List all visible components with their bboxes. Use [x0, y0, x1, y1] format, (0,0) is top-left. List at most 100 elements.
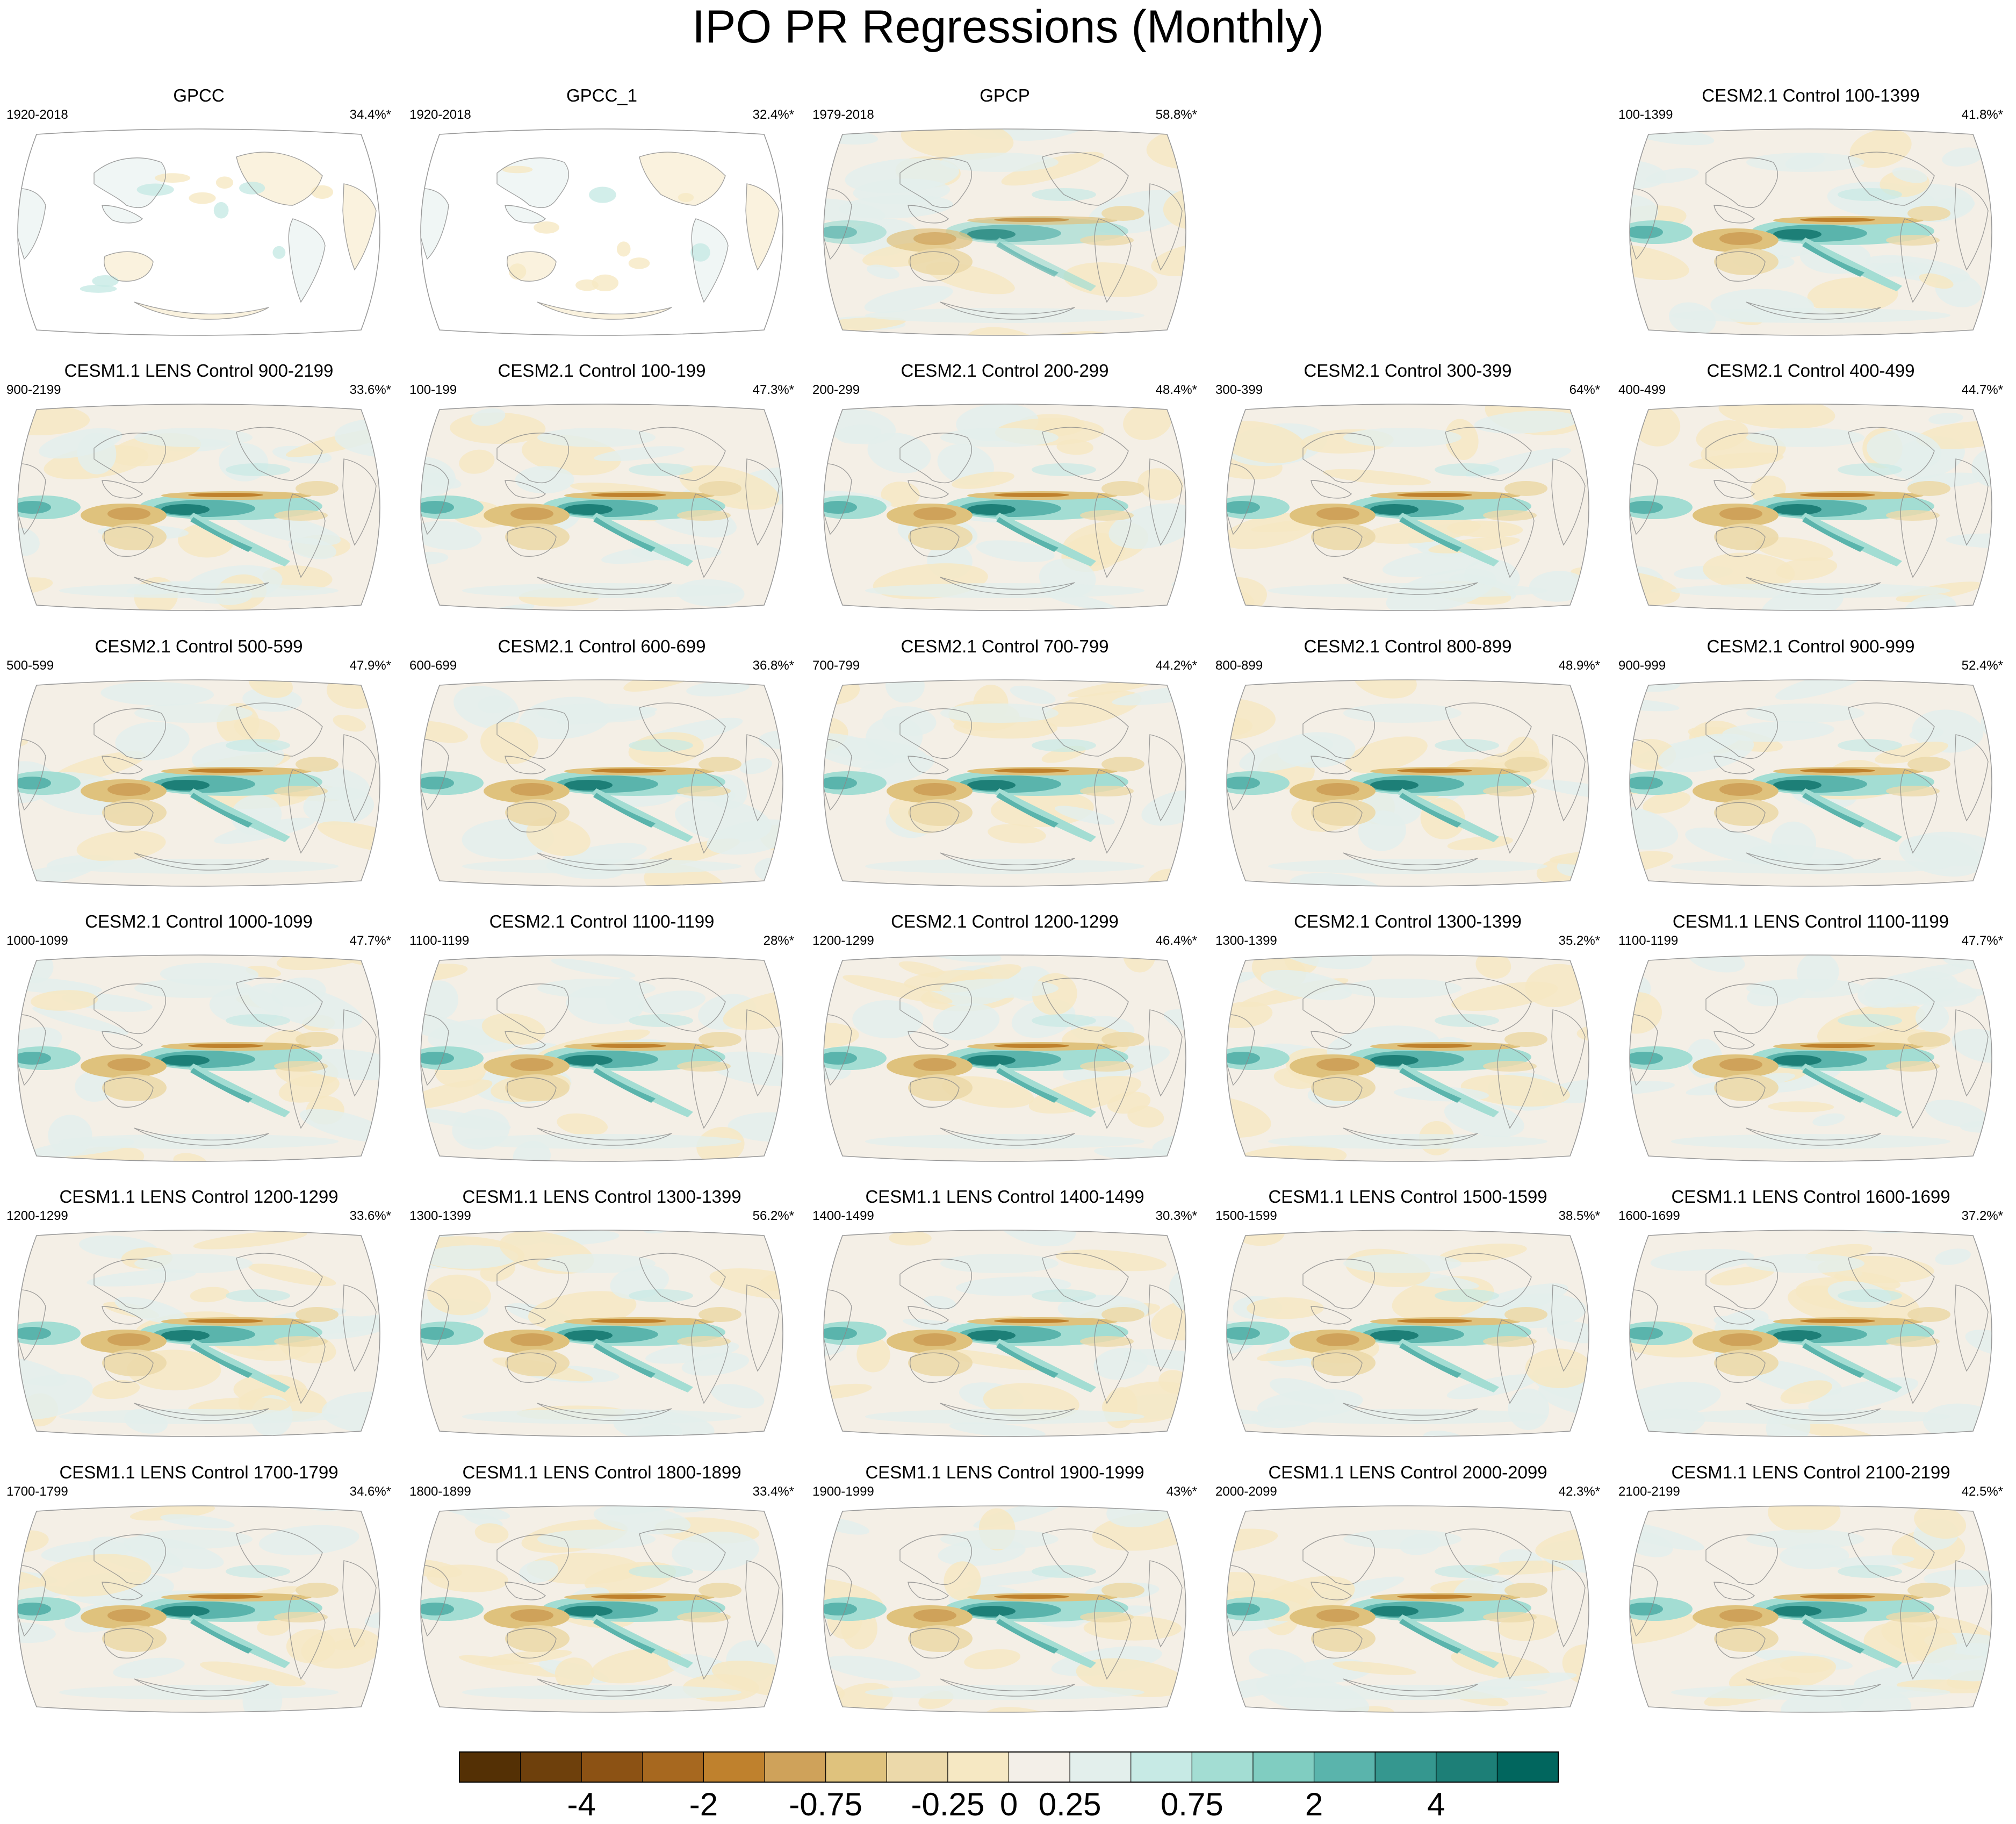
precip-anomaly — [271, 977, 326, 1008]
coastline — [639, 427, 726, 481]
colorbar-bin — [825, 1752, 887, 1782]
coastline — [1445, 1253, 1532, 1307]
coastline — [910, 251, 960, 282]
precip-anomaly — [102, 1074, 167, 1101]
panel-variance: 34.6%* — [349, 1484, 391, 1499]
precip-anomaly — [881, 482, 920, 508]
robinson-map — [420, 128, 783, 336]
precip-anomaly — [248, 680, 293, 698]
precip-anomaly — [1467, 1672, 1577, 1691]
panel-title: GPCP — [980, 85, 1030, 105]
precip-anomaly — [994, 1064, 1096, 1117]
coastline — [236, 152, 323, 206]
coastline — [899, 433, 973, 484]
coastline — [1954, 183, 1989, 271]
precip-anomaly — [852, 1000, 924, 1038]
figure-title: IPO PR Regressions (Monthly) — [692, 1, 1324, 53]
coastline — [908, 1306, 949, 1325]
precip-anomaly — [1714, 1074, 1779, 1101]
coastline — [910, 526, 960, 557]
precip-anomaly — [1397, 769, 1472, 773]
precip-anomaly — [519, 1560, 559, 1583]
coastline — [1148, 1560, 1183, 1648]
panel-period: 300-399 — [1215, 383, 1263, 397]
colorbar-bin — [1070, 1752, 1132, 1782]
colorbar-bin — [1252, 1752, 1315, 1782]
map-border — [823, 404, 1186, 611]
precip-anomaly — [161, 780, 210, 791]
land-field — [692, 219, 728, 302]
precip-anomaly — [824, 777, 857, 789]
precip-anomaly — [1504, 481, 1547, 496]
precip-anomaly — [824, 733, 896, 769]
coastline — [342, 1284, 377, 1372]
coastline — [236, 427, 323, 481]
precip-anomaly — [505, 1349, 570, 1376]
precip-anomaly — [1768, 1101, 1834, 1112]
precip-anomaly — [80, 284, 117, 293]
coastline — [691, 218, 729, 303]
coastline — [505, 1031, 546, 1050]
coastline — [1716, 1628, 1766, 1658]
precip-anomaly — [274, 1336, 328, 1347]
precip-anomaly — [908, 955, 1002, 963]
precip-anomaly — [865, 308, 1144, 323]
precip-anomaly — [564, 780, 613, 791]
precip-anomaly — [824, 1655, 921, 1681]
precip-anomaly — [1311, 1349, 1376, 1376]
precip-anomaly — [1630, 1052, 1663, 1065]
map-panel: CESM1.1 LENS Control 1600-1699 1600-1699 3… — [1612, 1186, 2010, 1444]
map-border — [420, 128, 783, 336]
precip-anomaly — [709, 1268, 783, 1300]
coastline — [496, 1534, 570, 1585]
panel-title: CESM2.1 Control 700-799 — [901, 636, 1109, 656]
coastline — [745, 1009, 780, 1097]
precip-anomaly — [882, 706, 937, 736]
precip-anomaly — [1529, 571, 1587, 602]
precip-anomaly — [1671, 308, 1950, 323]
precip-anomaly — [421, 521, 482, 550]
coastline — [507, 802, 557, 832]
precip-anomaly — [1261, 970, 1352, 1001]
coastline — [1311, 1306, 1352, 1325]
map-panel: CESM1.1 LENS Control 1900-1999 1900-1999 4… — [806, 1462, 1204, 1720]
precip-anomaly — [628, 257, 650, 269]
precip-anomaly — [591, 1339, 693, 1392]
precip-anomaly — [235, 511, 341, 545]
coastline — [1094, 1044, 1132, 1129]
precip-anomaly — [1333, 1661, 1416, 1675]
precip-anomaly — [591, 493, 666, 497]
precip-anomaly — [1886, 235, 1940, 246]
coastline — [940, 852, 1075, 871]
precip-anomaly — [1080, 1061, 1134, 1072]
precip-anomaly — [1227, 777, 1260, 789]
precip-anomaly — [462, 1685, 741, 1700]
coastline — [505, 1582, 546, 1600]
map-border — [420, 1505, 783, 1713]
precip-anomaly — [317, 821, 380, 853]
coastline — [1900, 218, 1938, 303]
precip-anomaly — [1316, 783, 1359, 796]
precip-anomaly — [200, 1661, 306, 1686]
colorbar-tick-label: 4 — [1427, 1786, 1445, 1822]
precip-anomaly — [994, 493, 1069, 497]
precip-anomaly — [1311, 799, 1376, 826]
coastline — [1716, 802, 1766, 832]
precip-anomaly — [996, 1619, 1059, 1654]
precip-anomaly — [1902, 594, 1957, 611]
precip-anomaly — [591, 1319, 666, 1323]
precip-anomaly — [1397, 1044, 1472, 1048]
precip-anomaly — [505, 1625, 570, 1652]
coastline — [18, 188, 46, 260]
precip-anomaly — [824, 1603, 857, 1615]
precip-anomaly — [161, 1606, 210, 1617]
robinson-map — [420, 954, 783, 1162]
panel-variance: 32.4%* — [752, 107, 794, 122]
coastline — [421, 1289, 449, 1361]
robinson-map — [1629, 404, 1992, 611]
coastline — [93, 433, 167, 484]
precip-anomaly — [699, 1307, 741, 1322]
coastline — [537, 301, 672, 320]
coastline — [342, 734, 377, 822]
coastline — [940, 577, 1075, 595]
